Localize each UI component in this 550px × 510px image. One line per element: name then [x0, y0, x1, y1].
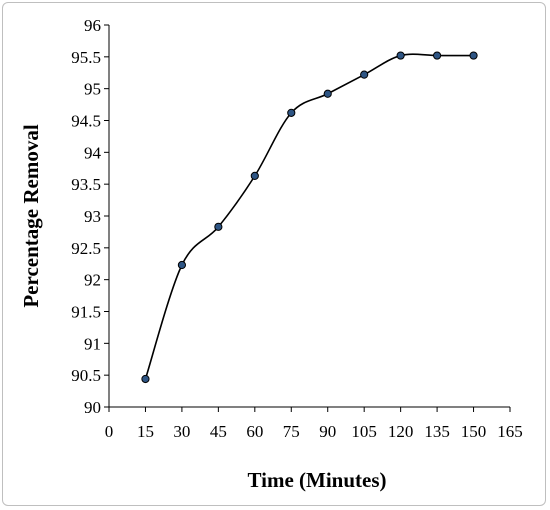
y-tick-label: 93: [84, 207, 101, 226]
data-point: [432, 51, 442, 60]
y-tick-label: 96: [84, 16, 101, 35]
x-tick-label: 15: [137, 422, 154, 441]
data-point: [287, 108, 296, 117]
y-tick-label: 91: [84, 334, 101, 353]
x-tick-label: 90: [319, 422, 336, 441]
data-point: [469, 51, 478, 60]
data-point: [250, 171, 259, 180]
x-axis-title: Time (Minutes): [247, 468, 386, 492]
x-tick-label: 135: [424, 422, 450, 441]
data-point: [141, 374, 150, 384]
series-line: [144, 53, 474, 380]
data-point: [360, 70, 369, 79]
x-tick-label: 30: [173, 422, 190, 441]
x-tick-label: 75: [283, 422, 300, 441]
y-axis: 90 90.5 91 91.5 92 92.5 93 93.5 94 94.5 95 95.5 96: [71, 16, 110, 417]
y-tick-label: 94: [84, 143, 102, 162]
x-tick-label: 120: [388, 422, 414, 441]
data-point: [323, 89, 332, 98]
data-point: [214, 222, 223, 231]
x-tick-label: 60: [246, 422, 263, 441]
chart-frame: [2, 2, 546, 506]
x-tick-label: 45: [210, 422, 227, 441]
y-tick-label: 92: [84, 271, 101, 290]
y-tick-label: 95: [84, 80, 101, 99]
data-point: [177, 260, 187, 270]
x-tick-label: 165: [497, 422, 523, 441]
y-tick-label: 90.5: [71, 366, 101, 385]
y-tick-label: 90: [84, 398, 101, 417]
y-tick-label: 93.5: [71, 175, 101, 194]
y-tick-label: 94.5: [71, 112, 101, 131]
y-tick-label: 92.5: [71, 239, 101, 258]
x-tick-label: 105: [351, 422, 377, 441]
y-tick-label: 95.5: [71, 48, 101, 67]
series-group: [141, 51, 478, 384]
y-tick-label: 91.5: [71, 303, 101, 322]
data-point: [396, 51, 405, 60]
x-tick-label: 150: [461, 422, 487, 441]
x-axis: 0 15 30 45 60 75 90 105 120 135 150 165: [105, 406, 523, 441]
x-tick-label: 0: [105, 422, 114, 441]
y-axis-title: Percentage Removal: [19, 124, 43, 307]
